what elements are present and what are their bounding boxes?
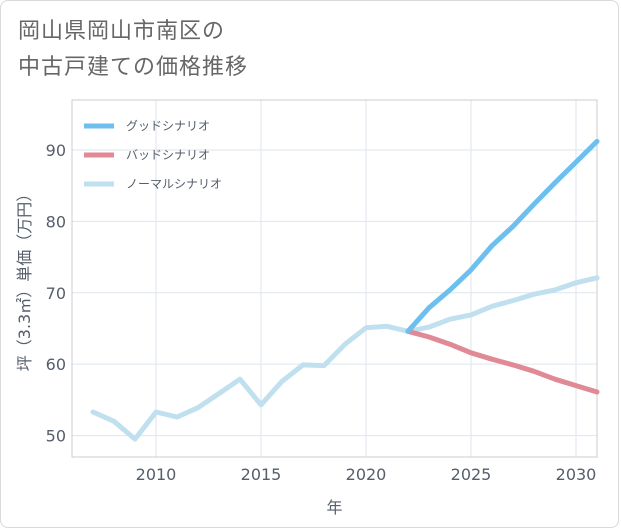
y-tick-label: 80 <box>46 212 66 231</box>
grid-lines <box>72 100 597 457</box>
x-tick-label: 2015 <box>241 465 282 484</box>
series-line <box>405 138 600 334</box>
series-lines <box>90 138 600 442</box>
y-tick-label: 50 <box>46 427 66 446</box>
y-axis-ticks: 50 60 70 80 90 <box>46 141 66 446</box>
series-line <box>90 275 600 442</box>
y-tick-label: 90 <box>46 141 66 160</box>
chart-title: 岡山県岡山市南区の 中古戸建ての価格推移 <box>18 14 248 86</box>
x-axis-ticks: 2010 2015 2020 2025 2030 <box>136 465 597 484</box>
chart-title-line-1: 岡山県岡山市南区の <box>18 19 226 44</box>
x-tick-label: 2010 <box>136 465 177 484</box>
legend-label: バッドシナリオ <box>126 148 210 162</box>
y-tick-label: 70 <box>46 284 66 303</box>
series-line <box>405 328 600 395</box>
y-axis-label: 坪（3.3㎡）単価（万円） <box>15 186 34 371</box>
legend-label: グッドシナリオ <box>126 119 210 133</box>
x-tick-label: 2020 <box>346 465 387 484</box>
y-tick-label: 60 <box>46 355 66 374</box>
chart-title-line-2: 中古戸建ての価格推移 <box>18 55 249 80</box>
legend-label: ノーマルシナリオ <box>126 177 222 191</box>
x-axis-label: 年 <box>326 498 342 517</box>
x-tick-label: 2025 <box>451 465 492 484</box>
x-tick-label: 2030 <box>556 465 597 484</box>
